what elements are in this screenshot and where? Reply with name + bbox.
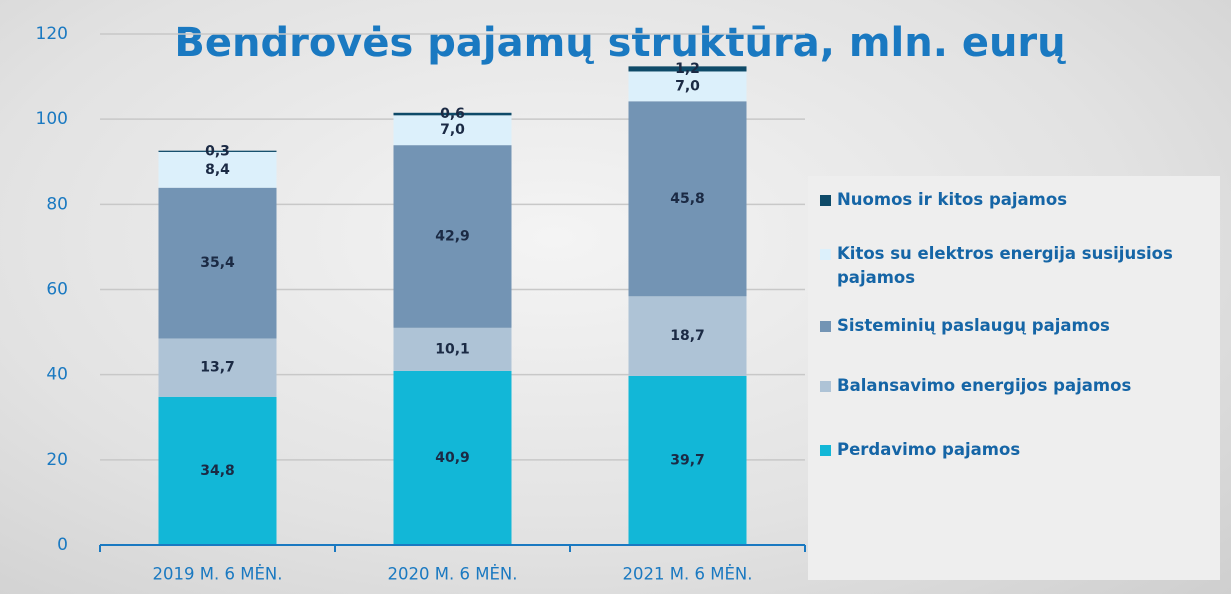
- data-label: 0,6: [440, 106, 465, 122]
- legend-item: Kitos su elektros energija susijusios pa…: [820, 242, 1210, 290]
- bar-segment: [393, 112, 512, 116]
- data-label: 18,7: [670, 328, 705, 344]
- data-label: 10,1: [435, 341, 470, 357]
- bar-segment: [158, 396, 277, 545]
- data-label: 34,8: [200, 463, 235, 479]
- legend-swatch: [820, 195, 831, 206]
- bar-segment: [393, 327, 512, 371]
- legend-swatch: [820, 445, 831, 456]
- legend-item: Nuomos ir kitos pajamos: [820, 188, 1210, 212]
- legend-label: Kitos su elektros energija susijusios pa…: [837, 244, 1173, 287]
- data-label: 7,0: [440, 122, 465, 138]
- data-label: 40,9: [435, 450, 470, 466]
- legend-swatch: [820, 381, 831, 392]
- bar-segment: [628, 296, 747, 376]
- legend-item: Sisteminių paslaugų pajamos: [820, 314, 1210, 338]
- bar-segment: [628, 101, 747, 297]
- data-label: 42,9: [435, 228, 470, 244]
- y-tick-label: 0: [57, 535, 68, 555]
- legend-label: Perdavimo pajamos: [837, 440, 1021, 459]
- bar-segment: [628, 66, 747, 72]
- chart-title: Bendrovės pajamų struktūra, mln. eurų: [174, 20, 1066, 66]
- legend-item: Balansavimo energijos pajamos: [820, 374, 1210, 398]
- bar-segment: [158, 150, 277, 152]
- data-label: 7,0: [675, 78, 700, 94]
- x-tick-label: 2021 M. 6 MĖN.: [623, 565, 753, 584]
- y-tick-label: 60: [46, 280, 68, 300]
- bar-segment: [158, 338, 277, 397]
- data-label: 35,4: [200, 255, 235, 271]
- data-label: 1,2: [675, 61, 700, 77]
- legend-label: Balansavimo energijos pajamos: [837, 376, 1132, 395]
- bar-segment: [628, 375, 747, 545]
- legend-swatch: [820, 249, 831, 260]
- legend-item: Perdavimo pajamos: [820, 438, 1210, 462]
- bar-segment: [393, 145, 512, 328]
- y-tick-label: 40: [46, 365, 68, 385]
- data-label: 8,4: [205, 162, 230, 178]
- bar-segment: [158, 187, 277, 339]
- bar-segment: [393, 115, 512, 146]
- bar-segment: [393, 370, 512, 545]
- x-tick-label: 2020 M. 6 MĖN.: [388, 565, 518, 584]
- y-tick-label: 80: [46, 194, 68, 214]
- data-label: 39,7: [670, 452, 705, 468]
- legend-label: Nuomos ir kitos pajamos: [837, 190, 1068, 209]
- y-tick-label: 20: [46, 450, 68, 470]
- data-label: 45,8: [670, 191, 705, 207]
- legend-label: Sisteminių paslaugų pajamos: [837, 316, 1110, 335]
- bar-segment: [628, 71, 747, 102]
- bar-segment: [158, 151, 277, 188]
- data-label: 13,7: [200, 360, 235, 376]
- x-tick-label: 2019 M. 6 MĖN.: [153, 565, 283, 584]
- data-label: 0,3: [205, 143, 230, 159]
- y-tick-label: 100: [36, 109, 68, 129]
- legend-swatch: [820, 321, 831, 332]
- y-tick-label: 120: [36, 24, 68, 44]
- legend: Nuomos ir kitos pajamos Kitos su elektros…: [808, 176, 1220, 580]
